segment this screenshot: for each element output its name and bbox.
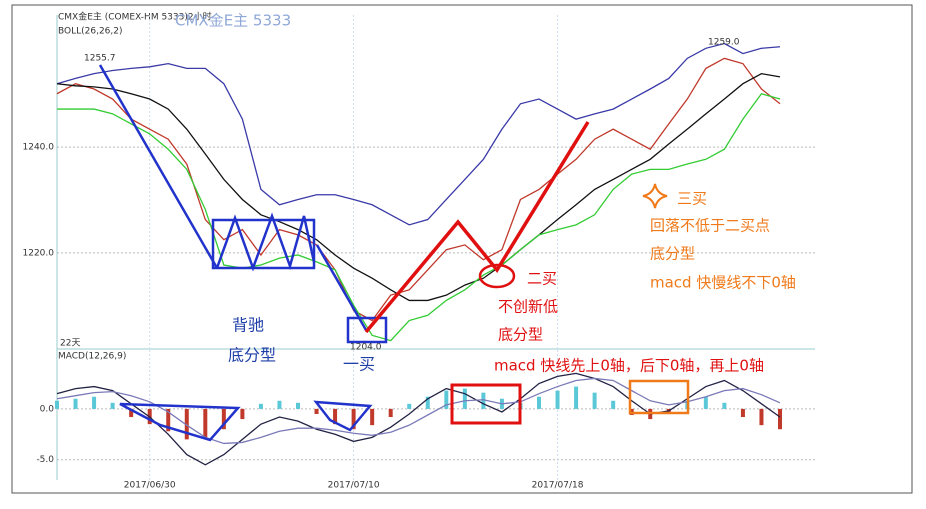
histogram-bar [407,403,412,409]
subtitle: CMX金E主 (COMEX-HM 5333)2小时 [58,11,212,23]
histogram-bar [184,408,189,440]
y-tick-label: -5.0 [36,455,54,465]
histogram-bar [129,408,134,418]
histogram-bar [277,400,282,409]
histogram-bar [574,386,579,409]
x-tick-label: 2017/06/30 [124,481,176,491]
histogram-bar [778,408,782,430]
histogram-bar [258,403,263,409]
down-line [315,244,368,331]
histogram-bar [92,396,97,409]
series-line [57,93,781,342]
histogram-bar [462,388,467,409]
title: CMX金E主 5333 [175,12,291,30]
histogram-bar [55,400,59,409]
indicator: BOLL(26,26,2) [58,27,123,37]
annotation: 底分型 [650,245,695,263]
price-label: 1204.0 [350,343,382,353]
histogram-bar [314,408,319,414]
frame [11,4,913,494]
up-line [364,121,590,334]
box [211,218,316,270]
histogram-bar [351,408,356,430]
histogram-bar [333,408,338,425]
macd-outline [119,402,241,442]
annotation: 一买 [343,355,375,374]
y-tick-label: 1240.0 [23,143,55,153]
series-line [56,377,781,445]
x-tick-label: 2017/07/10 [328,481,380,491]
histogram-bar [703,396,708,409]
histogram-bar [592,392,597,409]
histogram-bar [740,408,745,418]
annotation: 不创新低 [498,298,558,316]
price-label: 1259.0 [708,38,740,48]
annotation: 底分型 [498,326,543,344]
zigzag [215,212,316,272]
down-line [98,64,219,269]
macd-outline [313,400,373,432]
annotation: 三买 [677,190,707,208]
macd-title: MACD(12,26,9) [58,352,126,362]
x-tick-label: 2017/07/18 [532,481,584,491]
histogram-bar [370,408,375,426]
histogram-bar [240,408,245,420]
annotation: 背驰 [232,316,264,335]
histogram-bar [166,408,171,432]
histogram-bar [221,408,226,430]
plots: 1240.0 1220.0 0.0 -5.0 2017/06/30 2017/07/10 2… [23,15,815,491]
histogram-bar [722,402,727,409]
series-line [56,42,781,226]
box [346,316,388,344]
histogram-bar [73,398,78,409]
circle [478,263,516,289]
histogram-bar [110,402,115,409]
annotation: macd 快线先上0轴，后下0轴，再上0轴 [494,357,764,375]
star [642,183,668,209]
series-line [56,57,781,322]
y-tick-label: 0.0 [40,404,55,414]
histogram-bar [759,408,764,426]
histogram-bar [555,390,560,409]
histogram-bar [537,396,541,409]
count-label: 22天 [60,339,80,349]
box [628,379,690,415]
box [450,383,522,425]
histogram-bar [388,408,393,418]
histogram-bar [481,392,486,409]
annotation: 底分型 [228,346,276,365]
histogram-bar [444,390,449,409]
histogram-bar [203,408,208,438]
annotation: 回落不低于二买点 [650,217,770,235]
annotation-shapes [98,64,690,442]
y-tick-label: 1220.0 [23,248,55,258]
annotation: macd 快慢线不下0轴 [650,274,796,292]
price-label: 1255.7 [84,54,116,64]
annotation: 二买 [527,270,557,288]
series-line [56,72,781,302]
histogram-bar [611,400,616,409]
histogram-bar [296,402,300,409]
histogram-bar [425,396,430,409]
